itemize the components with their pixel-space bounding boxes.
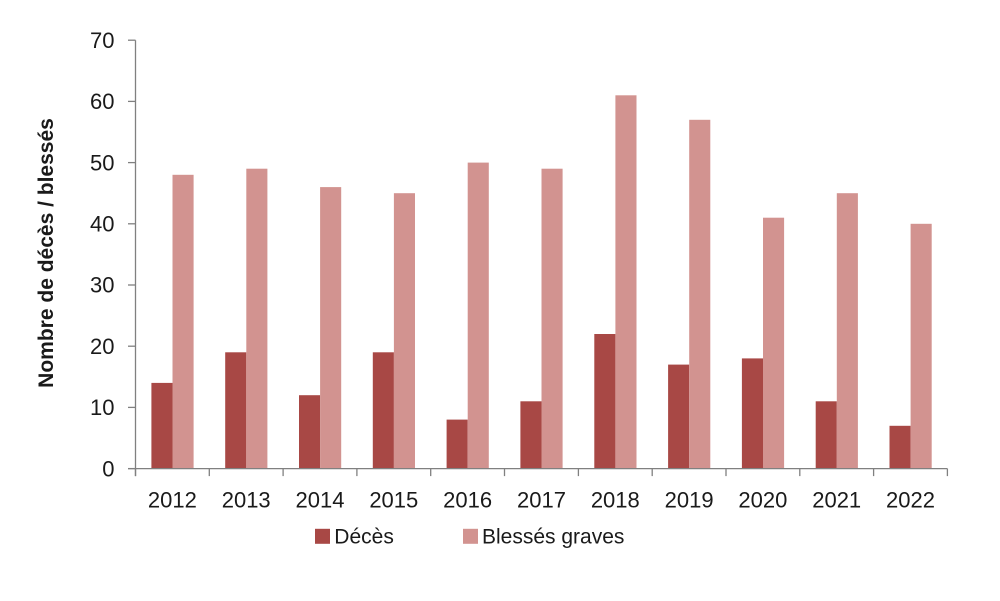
svg-text:Blessés graves: Blessés graves: [482, 526, 624, 549]
svg-text:2021: 2021: [812, 488, 861, 513]
svg-text:2017: 2017: [517, 488, 566, 513]
svg-text:2015: 2015: [369, 488, 418, 513]
svg-text:Décès: Décès: [334, 526, 394, 549]
svg-text:30: 30: [90, 273, 114, 298]
svg-text:0: 0: [102, 456, 114, 481]
svg-text:2012: 2012: [148, 488, 197, 513]
svg-text:50: 50: [90, 150, 114, 175]
svg-text:20: 20: [90, 334, 114, 359]
svg-text:40: 40: [90, 212, 114, 237]
svg-text:60: 60: [90, 89, 114, 114]
svg-text:2019: 2019: [665, 488, 714, 513]
svg-text:Nombre de décès / blessés: Nombre de décès / blessés: [35, 118, 58, 388]
svg-text:2020: 2020: [738, 488, 787, 513]
svg-text:2018: 2018: [591, 488, 640, 513]
svg-text:2016: 2016: [443, 488, 492, 513]
svg-text:70: 70: [90, 28, 114, 53]
svg-text:2014: 2014: [296, 488, 345, 513]
svg-text:2013: 2013: [222, 488, 271, 513]
svg-text:10: 10: [90, 395, 114, 420]
svg-text:2022: 2022: [886, 488, 935, 513]
